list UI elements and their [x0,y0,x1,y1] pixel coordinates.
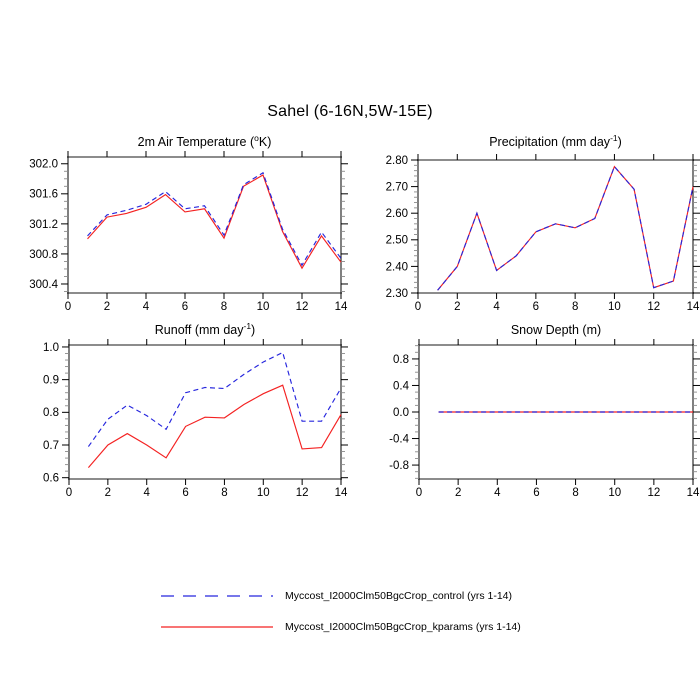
x-axis-ticks: 0 2 4 6 8 10 12 14 [416,339,700,499]
x-tick-label: 12 [296,487,309,499]
y-axis-ticks: -0.8 -0.4 0.0 0.4 0.8 [389,345,700,479]
panel-title: 2m Air Temperature (oK) [138,133,272,149]
y-tick-label: -0.4 [389,433,409,445]
legend-solid-line-sample [161,626,273,628]
x-tick-label: 12 [647,487,660,499]
x-tick-label: 2 [454,301,460,313]
panel-runoff: 0 2 4 6 8 10 12 14 0.6 0.7 0.8 0.9 1.0 Runoff (mm day… [43,321,348,499]
y-tick-label: 2.30 [386,288,408,300]
x-tick-label: 6 [533,487,539,499]
x-tick-label: 8 [221,301,227,313]
x-axis-ticks: 0 2 4 6 8 10 12 14 [65,151,348,313]
y-tick-label: 2.70 [386,182,408,194]
x-tick-label: 6 [182,487,188,499]
figure-title: Sahel (6-16N,5W-15E) [267,103,433,120]
panel-snow_depth: 0 2 4 6 8 10 12 14 -0.8 -0.4 0.0 0.4 0.8 Snow Depth (… [389,323,700,499]
legend-label-kparams: Myccost_I2000Clm50BgcCrop_kparams (yrs 1… [285,621,521,633]
x-tick-label: 12 [647,301,660,313]
x-axis-ticks: 0 2 4 6 8 10 12 14 [415,154,700,313]
charts-canvas: 0 2 4 6 8 10 12 14 300.4 300.8 301.2 301.6 302.0 2m A… [29,133,700,499]
x-tick-label: 10 [257,301,270,313]
y-tick-label: 0.8 [393,354,409,366]
series-control-line [437,165,694,291]
y-tick-label: 301.2 [29,219,58,231]
x-tick-label: 4 [493,301,500,313]
y-tick-label: 0.0 [393,407,409,419]
legend-dashed-line-sample [161,595,273,597]
legend-item-kparams: Myccost_I2000Clm50BgcCrop_kparams (yrs 1… [161,619,521,635]
x-tick-label: 6 [182,301,188,313]
x-tick-label: 6 [533,301,539,313]
y-tick-label: 0.4 [393,380,410,392]
x-tick-label: 14 [687,487,700,499]
x-tick-label: 0 [416,487,422,499]
x-tick-label: 10 [608,487,621,499]
x-tick-label: 12 [296,301,309,313]
x-tick-label: 8 [572,487,578,499]
x-axis-ticks: 0 2 4 6 8 10 12 14 [66,339,348,499]
series-control-line [87,171,342,267]
panel-air_temperature: 0 2 4 6 8 10 12 14 300.4 300.8 301.2 301.6 302.0 2m A… [29,133,348,313]
y-tick-label: -0.8 [389,460,409,472]
y-tick-label: 2.50 [386,235,408,247]
y-axis-ticks: 0.6 0.7 0.8 0.9 1.0 [43,342,348,485]
series-kparams-line [87,384,342,468]
y-tick-label: 0.9 [43,375,59,387]
x-tick-label: 0 [66,487,72,499]
x-tick-label: 2 [455,487,461,499]
x-tick-label: 2 [104,301,110,313]
x-tick-label: 14 [335,301,348,313]
y-tick-label: 0.7 [43,440,59,452]
series-control-line [87,351,342,447]
series-kparams-line [87,174,342,270]
panel-title: Precipitation (mm day-1) [489,133,622,149]
y-tick-label: 2.80 [386,155,408,167]
y-tick-label: 301.6 [29,189,58,201]
legend-item-control: Myccost_I2000Clm50BgcCrop_control (yrs 1… [161,588,521,604]
x-tick-label: 0 [415,301,421,313]
x-tick-label: 4 [143,301,150,313]
legend-label-control: Myccost_I2000Clm50BgcCrop_control (yrs 1… [285,590,513,602]
series-kparams-line [437,165,694,291]
panel-precipitation: 0 2 4 6 8 10 12 14 2.30 2.40 2.50 2.60 2.70 2.80 Preci… [386,133,700,313]
x-tick-label: 10 [257,487,270,499]
x-tick-label: 8 [572,301,578,313]
legend: Myccost_I2000Clm50BgcCrop_control (yrs 1… [161,588,521,650]
y-tick-label: 300.4 [29,279,58,291]
x-tick-label: 0 [65,301,71,313]
y-axis-ticks: 2.30 2.40 2.50 2.60 2.70 2.80 [386,155,700,300]
y-axis-ticks: 300.4 300.8 301.2 301.6 302.0 [29,159,348,292]
y-tick-label: 0.6 [43,473,59,485]
x-tick-label: 4 [144,487,151,499]
y-tick-label: 302.0 [29,159,58,171]
x-tick-label: 8 [221,487,227,499]
x-tick-label: 2 [105,487,111,499]
x-tick-label: 10 [608,301,621,313]
x-tick-label: 14 [335,487,348,499]
y-tick-label: 2.40 [386,261,408,273]
panel-title: Snow Depth (m) [511,323,601,337]
y-tick-label: 1.0 [43,342,59,354]
x-tick-label: 4 [494,487,501,499]
y-tick-label: 0.8 [43,407,59,419]
y-tick-label: 2.60 [386,208,408,220]
y-tick-label: 300.8 [29,249,58,261]
x-tick-label: 14 [687,301,700,313]
panel-title: Runoff (mm day-1) [155,321,255,337]
